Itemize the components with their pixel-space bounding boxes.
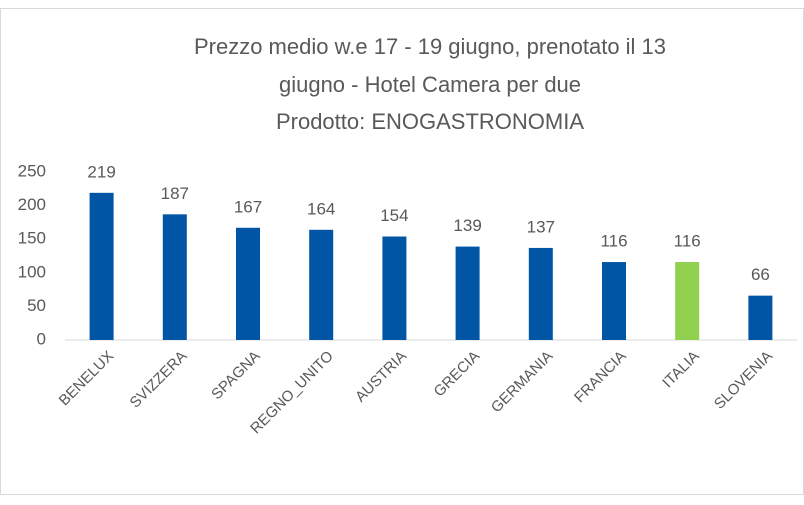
bar xyxy=(528,247,553,340)
y-tick-label: 150 xyxy=(18,229,46,248)
data-label: 66 xyxy=(751,265,770,284)
chart-title: Prodotto: ENOGASTRONOMIA xyxy=(276,109,584,134)
data-label: 164 xyxy=(307,199,335,218)
y-tick-label: 0 xyxy=(37,329,46,348)
bar xyxy=(455,246,480,340)
y-tick-label: 100 xyxy=(18,262,46,281)
bar xyxy=(236,227,260,340)
y-tick-label: 250 xyxy=(18,161,46,180)
bar xyxy=(309,229,334,340)
data-label: 116 xyxy=(674,232,701,251)
bar xyxy=(382,236,407,340)
bar xyxy=(89,192,114,340)
bar xyxy=(162,214,187,340)
data-label: 137 xyxy=(527,217,555,236)
bar xyxy=(748,295,773,340)
data-label: 116 xyxy=(600,232,627,251)
data-label: 219 xyxy=(87,162,115,181)
chart-title: giugno - Hotel Camera per due xyxy=(279,72,581,97)
y-tick-label: 50 xyxy=(27,296,46,315)
bar xyxy=(675,262,700,340)
chart-title: Prezzo medio w.e 17 - 19 giugno, prenota… xyxy=(194,34,666,59)
data-label: 167 xyxy=(234,197,262,216)
y-tick-label: 200 xyxy=(18,195,46,214)
data-label: 187 xyxy=(161,184,189,203)
bar xyxy=(602,262,626,340)
data-label: 139 xyxy=(453,216,481,235)
data-label: 154 xyxy=(380,206,408,225)
